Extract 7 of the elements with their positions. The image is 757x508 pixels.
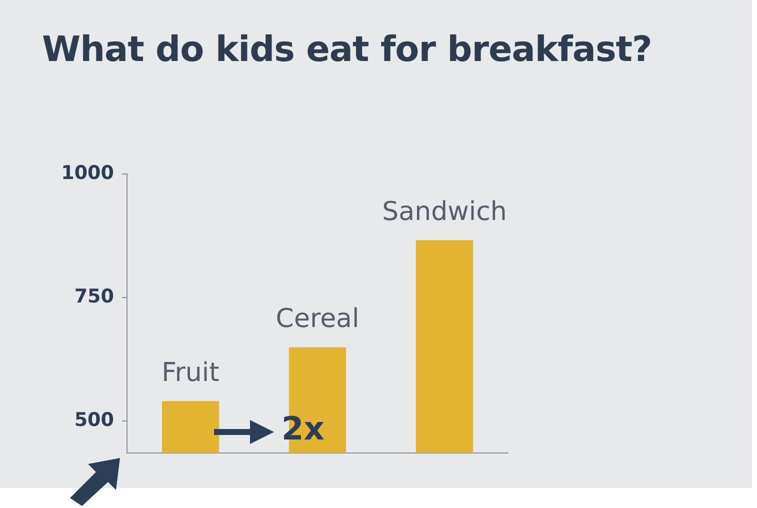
- y-tick-label: 500: [74, 408, 114, 431]
- x-tick-label: Cereal: [276, 304, 360, 334]
- y-tick-label: 1000: [61, 162, 114, 184]
- x-tick-label: Sandwich: [382, 196, 507, 227]
- y-tick-label: 750: [74, 285, 114, 308]
- x-tick-label: Fruit: [162, 358, 220, 388]
- chart-title: What do kids eat for breakfast?: [42, 30, 652, 70]
